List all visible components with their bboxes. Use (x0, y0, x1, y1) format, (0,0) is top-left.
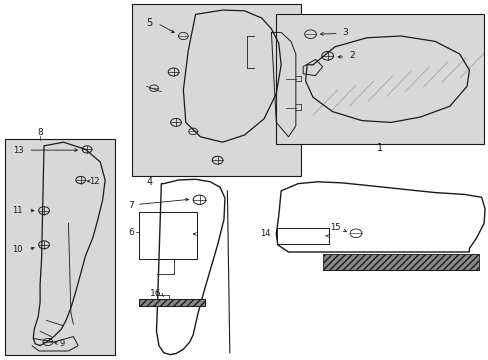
Text: 13: 13 (13, 146, 24, 155)
Text: 6: 6 (128, 228, 134, 237)
Polygon shape (139, 299, 205, 306)
Bar (5, 139, 115, 355)
Text: 4: 4 (146, 177, 152, 187)
Text: 15: 15 (329, 223, 340, 233)
Text: 2: 2 (348, 51, 354, 60)
Text: 11: 11 (12, 206, 23, 215)
Text: 10: 10 (12, 245, 23, 254)
Text: 9: 9 (60, 338, 65, 347)
Text: 5: 5 (146, 18, 152, 28)
Text: 14: 14 (260, 229, 270, 238)
Text: 7: 7 (128, 202, 134, 210)
Text: 12: 12 (89, 177, 100, 186)
Text: 8: 8 (37, 128, 43, 137)
Bar (139, 212, 197, 259)
Text: 3: 3 (341, 28, 347, 37)
Text: 1: 1 (377, 143, 383, 153)
Polygon shape (322, 254, 478, 270)
Bar (276, 14, 483, 144)
Bar (132, 4, 300, 176)
Text: 16: 16 (149, 289, 161, 298)
Bar (277, 228, 328, 244)
